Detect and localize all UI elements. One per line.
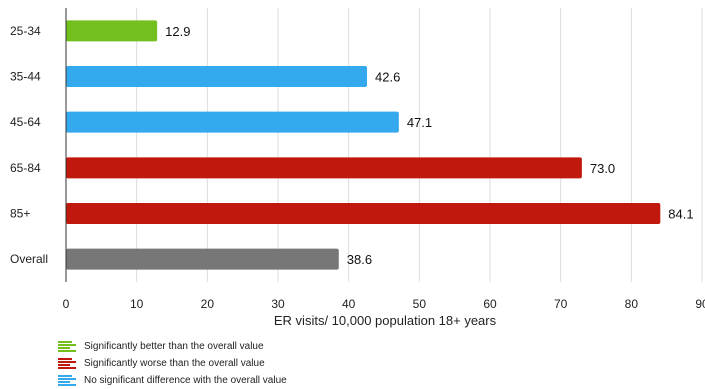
value-label: 47.1	[407, 115, 432, 130]
category-label: Overall	[10, 252, 48, 266]
x-tick-label: 30	[271, 297, 285, 311]
bar	[66, 20, 158, 42]
bar	[66, 157, 582, 179]
legend-item-better: Significantly better than the overall va…	[58, 338, 287, 355]
x-axis-title: ER visits/ 10,000 population 18+ years	[274, 313, 497, 328]
x-tick-label: 80	[625, 297, 639, 311]
x-tick-label: 60	[483, 297, 497, 311]
legend: Significantly better than the overall va…	[58, 338, 287, 389]
legend-label-no-difference: No significant difference with the overa…	[84, 375, 287, 386]
x-tick-label: 70	[554, 297, 568, 311]
green-bars-icon	[58, 340, 76, 353]
x-tick-label: 90	[695, 297, 705, 311]
red-bars-icon	[58, 357, 76, 370]
legend-item-no-difference: No significant difference with the overa…	[58, 372, 287, 389]
value-label: 12.9	[165, 24, 190, 39]
bars	[66, 20, 661, 270]
category-label: 65-84	[10, 161, 41, 175]
gridlines	[136, 8, 703, 282]
legend-label-better: Significantly better than the overall va…	[84, 341, 264, 352]
bar	[66, 111, 399, 133]
category-labels: 25-34 35-44 45-64 65-84 85+ Overall	[10, 24, 48, 266]
x-tick-labels: 0 10 20 30 40 50 60 70 80 90	[63, 297, 705, 311]
value-label: 42.6	[375, 70, 400, 85]
value-label: 38.6	[347, 252, 372, 267]
blue-bars-icon	[58, 374, 76, 387]
bar	[66, 203, 661, 224]
category-label: 25-34	[10, 24, 41, 38]
legend-label-worse: Significantly worse than the overall val…	[84, 358, 265, 369]
x-tick-label: 10	[130, 297, 144, 311]
value-label: 84.1	[668, 207, 693, 222]
category-label: 85+	[10, 207, 30, 221]
bar	[66, 248, 339, 270]
legend-item-worse: Significantly worse than the overall val…	[58, 355, 287, 372]
x-tick-label: 40	[342, 297, 356, 311]
x-tick-label: 0	[63, 297, 70, 311]
x-tick-label: 20	[201, 297, 215, 311]
value-labels: 12.9 42.6 47.1 73.0 84.1 38.6	[165, 24, 693, 267]
bar	[66, 66, 368, 87]
category-label: 35-44	[10, 70, 41, 84]
category-label: 45-64	[10, 115, 41, 129]
x-tick-label: 50	[413, 297, 427, 311]
value-label: 73.0	[590, 161, 615, 176]
